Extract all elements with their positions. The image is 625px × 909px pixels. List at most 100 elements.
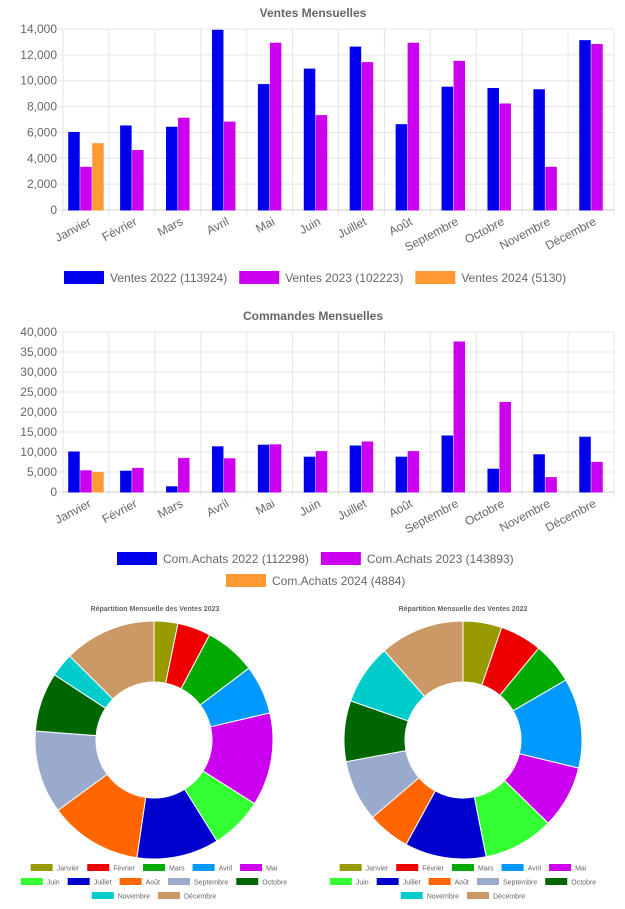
legend-swatch: [501, 864, 524, 871]
bar-chart-ventes: 0 2,000 4,000 6,000 8,000 10,000 12,000 14,000 J…: [20, 22, 615, 285]
legend-swatch: [320, 552, 361, 565]
y-tick-label: 15,000: [20, 425, 57, 439]
legend-label: Mars: [478, 866, 494, 873]
legend-swatch: [329, 878, 352, 885]
x-tick-label: Décembre: [543, 496, 599, 535]
bar-mars-s0: [166, 486, 178, 493]
doughnut-chart-2022: Janvier Février Mars Avril Mai Juin Juillet Aoû…: [329, 620, 596, 901]
x-tick-label: Février: [100, 214, 140, 244]
bar-aout-s1: [407, 42, 420, 211]
legend-swatch: [64, 271, 104, 284]
x-tick-label: Janvier: [53, 214, 94, 245]
legend-label: Avril: [219, 866, 233, 873]
legend-swatch: [158, 892, 180, 899]
legend-label: Septembre: [503, 880, 537, 887]
y-tick-label: 10,000: [20, 445, 57, 459]
legend-label: Ventes 2023 (102223): [285, 271, 403, 285]
legend-label: Juin: [356, 880, 369, 887]
legend-swatch: [467, 892, 489, 899]
legend-label: Novembre: [427, 894, 459, 901]
y-tick-label: 8,000: [27, 100, 57, 114]
bar-decembre-s0: [579, 436, 591, 493]
legend-swatch: [477, 878, 499, 885]
y-tick-label: 35,000: [20, 345, 57, 359]
bar-fevrier-s1: [132, 150, 144, 211]
y-tick-label: 4,000: [27, 151, 57, 165]
x-tick-label: Novembre: [497, 496, 553, 535]
legend-swatch: [91, 892, 114, 899]
legend-swatch: [30, 864, 53, 871]
bar-mai-s1: [269, 444, 282, 493]
bar-mars-s0: [166, 126, 178, 211]
slice-decembre: [68, 620, 155, 700]
legend-swatch: [20, 878, 43, 885]
x-tick-label: Août: [386, 214, 415, 238]
legend-swatch: [400, 892, 423, 899]
legend-swatch: [192, 864, 215, 871]
legend-swatch: [339, 864, 362, 871]
chart-title-pie-2022: Répartition Mensuelle des Ventes 2022: [399, 606, 528, 613]
x-tick-label: Juin: [297, 496, 323, 519]
legend-label: Com.Achats 2024 (4884): [272, 574, 405, 588]
x-tick-label: Décembre: [543, 214, 599, 253]
legend-swatch: [119, 878, 142, 885]
x-tick-label: Mars: [155, 496, 185, 521]
legend-label: Septembre: [194, 880, 228, 887]
doughnut-chart-2023: Janvier Février Mars Avril Mai Juin Juillet Aoû…: [20, 620, 287, 901]
y-tick-label: 12,000: [20, 48, 57, 62]
bar-novembre-s1: [545, 166, 557, 211]
x-tick-label: Août: [386, 496, 415, 520]
bar-octobre-s0: [487, 468, 499, 493]
x-tick-label: Novembre: [497, 214, 553, 253]
legend-label: Com.Achats 2023 (143893): [367, 552, 514, 566]
bar-juillet-s1: [361, 441, 374, 493]
legend-label: Mai: [266, 866, 278, 873]
bar-avril-s0: [211, 446, 224, 493]
x-tick-label: Mai: [253, 496, 277, 517]
x-tick-label: Mars: [155, 214, 185, 239]
bar-juin-s1: [315, 451, 328, 493]
x-tick-label: Juillet: [335, 496, 369, 523]
chart-title-ventes: Ventes Mensuelles: [260, 6, 367, 20]
legend-label: Octobre: [571, 880, 596, 887]
bar-octobre-s1: [499, 103, 511, 211]
bar-fevrier-s1: [132, 467, 144, 493]
legend-label: Décembre: [184, 894, 216, 901]
legend-label: Novembre: [118, 894, 150, 901]
bar-septembre-s0: [441, 86, 454, 211]
x-tick-label: Juin: [297, 214, 323, 237]
legend-swatch: [452, 864, 475, 871]
x-tick-label: Avril: [204, 214, 231, 237]
y-tick-label: 5,000: [27, 465, 57, 479]
bar-fevrier-s0: [120, 470, 132, 493]
legend-label: Juillet: [94, 880, 112, 887]
legend-label: Février: [113, 866, 135, 873]
bar-septembre-s1: [453, 341, 466, 493]
bar-mars-s1: [178, 457, 190, 493]
y-tick-label: 14,000: [20, 22, 57, 36]
y-tick-label: 20,000: [20, 405, 57, 419]
bar-fevrier-s0: [120, 125, 132, 211]
legend-label: Août: [146, 880, 160, 887]
bar-octobre-s1: [499, 401, 511, 493]
legend-label: Ventes 2022 (113924): [110, 271, 227, 285]
bar-decembre-s1: [591, 461, 603, 493]
bar-janvier-s1: [80, 470, 92, 493]
legend-swatch: [168, 878, 190, 885]
x-tick-label: Mai: [253, 214, 277, 235]
slice-decembre: [383, 620, 464, 698]
chart-title-commandes: Commandes Mensuelles: [243, 309, 383, 323]
legend-label: Juillet: [403, 880, 421, 887]
bar-octobre-s0: [487, 87, 499, 211]
x-tick-label: Février: [100, 496, 140, 526]
legend-label: Octobre: [262, 880, 287, 887]
bar-juillet-s0: [349, 46, 362, 211]
bar-mars-s1: [178, 117, 190, 211]
y-tick-label: 30,000: [20, 365, 57, 379]
legend-swatch: [67, 878, 90, 885]
bar-septembre-s0: [441, 435, 454, 493]
legend-swatch: [415, 271, 456, 284]
legend-swatch: [549, 864, 572, 871]
bar-janvier-s1: [80, 166, 92, 211]
